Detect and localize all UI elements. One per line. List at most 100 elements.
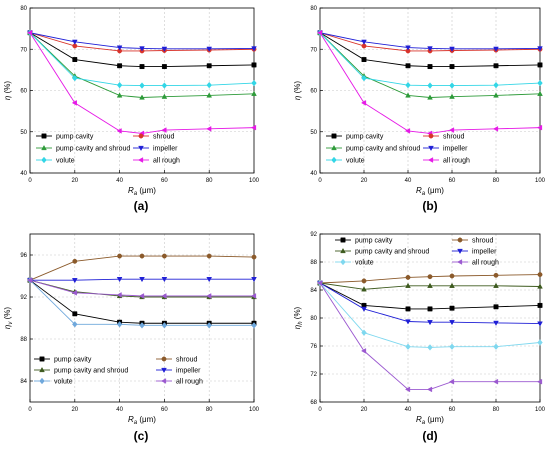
data-point — [116, 45, 123, 51]
data-point — [71, 100, 77, 106]
x-tick-label: 0 — [318, 407, 322, 413]
data-point — [427, 282, 433, 288]
data-point — [161, 46, 168, 52]
panel-label: (d) — [422, 429, 437, 443]
plot-area — [30, 234, 254, 402]
data-point — [251, 254, 257, 260]
x-tick-label: 20 — [71, 407, 78, 413]
legend-label: all rough — [443, 158, 470, 165]
data-point — [206, 253, 212, 259]
data-point — [449, 273, 455, 279]
x-tick-label: 20 — [361, 178, 368, 184]
data-point — [71, 289, 77, 296]
data-point — [138, 293, 145, 299]
legend-label: impeller — [472, 249, 497, 256]
chart-panel-3: 0 20 40 60 80 100 84 88 92 96 Ra (μm) ηv (%) pump ca… — [3, 233, 260, 443]
data-point — [116, 92, 123, 98]
series-pump-cavity — [27, 30, 257, 70]
data-point — [448, 378, 455, 385]
x-tick-label: 40 — [116, 178, 123, 184]
legend-marker — [340, 247, 346, 254]
series-all-rough — [26, 277, 257, 299]
x-tick-label: 100 — [535, 407, 546, 413]
data-point — [206, 126, 212, 132]
data-point — [139, 82, 145, 89]
data-point — [316, 280, 323, 286]
x-tick-label: 60 — [161, 407, 168, 413]
legend: pump cavity shroud pump cavity and shroud i… — [36, 134, 180, 165]
chart-panel-1: 0 20 40 60 80 100 40 50 60 70 80 Ra (μm) η (%) pump c… — [3, 6, 260, 213]
data-point — [116, 277, 123, 283]
legend-marker — [331, 133, 337, 139]
data-point — [449, 305, 455, 311]
data-point — [537, 283, 543, 289]
x-tick-label: 20 — [361, 407, 368, 413]
panel-label: (c) — [134, 429, 149, 443]
legend: pump cavity shroud pump cavity and shroud i… — [34, 357, 203, 386]
data-point — [537, 339, 543, 346]
data-point — [206, 293, 212, 299]
data-point — [493, 81, 499, 89]
data-point — [427, 306, 433, 312]
data-point — [116, 81, 123, 89]
series-all-rough — [316, 280, 543, 393]
data-point — [361, 286, 367, 292]
data-point — [71, 278, 78, 284]
legend-label: pump cavity — [346, 134, 384, 141]
y-tick-label: 88 — [310, 260, 317, 266]
y-axis-label: ηh (%) — [293, 306, 304, 329]
data-point — [361, 57, 367, 63]
legend-label: pump cavity — [355, 238, 393, 245]
data-point — [537, 321, 543, 327]
legend-label: impeller — [443, 146, 468, 153]
data-point — [427, 344, 433, 351]
x-axis-label: Ra (μm) — [128, 415, 156, 426]
data-point — [493, 282, 499, 288]
data-point — [251, 46, 257, 52]
data-point — [72, 321, 78, 328]
data-point — [161, 253, 167, 259]
legend-label: shroud — [176, 357, 198, 364]
legend-marker — [331, 156, 337, 164]
chart-panel-2: 0 20 40 60 80 100 40 50 60 70 80 Ra (μm) η (%) pump c… — [293, 6, 546, 213]
legend-marker — [340, 237, 346, 243]
data-point — [206, 322, 212, 329]
data-point — [493, 320, 499, 326]
data-point — [26, 29, 33, 36]
data-point — [360, 100, 367, 106]
legend-marker — [39, 377, 45, 385]
y-tick-label: 70 — [310, 47, 317, 53]
data-point — [206, 81, 212, 89]
y-tick-label: 40 — [310, 171, 317, 177]
legend-label: impeller — [176, 368, 201, 375]
data-point — [361, 278, 367, 284]
legend-label: pump cavity and shroud — [56, 146, 130, 153]
y-tick-label: 80 — [20, 6, 27, 12]
y-tick-label: 72 — [310, 372, 317, 378]
data-point — [405, 319, 411, 325]
panel-label: (b) — [422, 199, 437, 213]
legend-label: shroud — [472, 238, 494, 245]
legend-marker — [41, 156, 47, 164]
data-point — [250, 124, 257, 131]
data-point — [251, 277, 257, 283]
data-point — [161, 64, 167, 70]
data-point — [536, 378, 543, 385]
data-point — [116, 321, 123, 328]
x-tick-label: 60 — [449, 407, 456, 413]
x-tick-label: 0 — [318, 178, 322, 184]
data-point — [361, 74, 367, 82]
data-point — [493, 46, 499, 52]
data-point — [117, 253, 123, 259]
data-point — [492, 126, 499, 132]
data-point — [404, 128, 411, 134]
y-tick-label: 50 — [310, 130, 317, 136]
data-point — [449, 93, 455, 99]
x-tick-label: 20 — [71, 178, 78, 184]
legend-marker — [160, 378, 167, 384]
x-tick-label: 100 — [249, 407, 260, 413]
data-point — [206, 63, 212, 69]
legend-marker — [457, 237, 463, 243]
legend-marker — [161, 367, 167, 374]
